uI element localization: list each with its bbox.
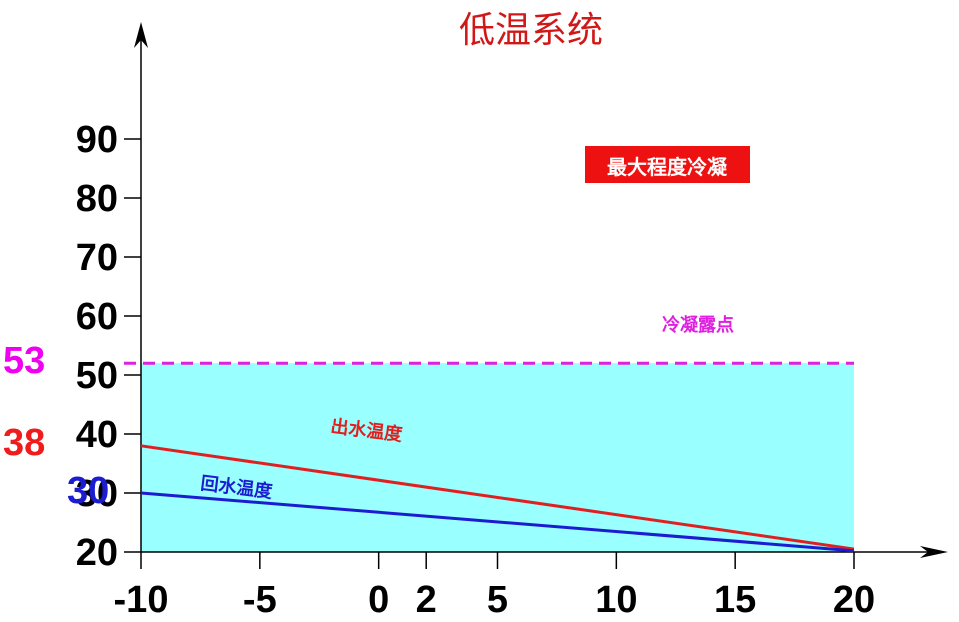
x-tick-label: 20: [833, 579, 875, 621]
highlight-value-30: 30: [67, 470, 109, 512]
chart-title: 低温系统: [459, 10, 603, 51]
highlight-value-38: 38: [3, 422, 45, 464]
y-tick-label: 30: [76, 473, 118, 515]
y-tick-label: 80: [76, 178, 118, 220]
max-condensation-box: [585, 146, 750, 183]
y-axis-arrow: [134, 22, 148, 48]
y-tick-label: 20: [76, 532, 118, 574]
y-tick-label: 40: [76, 414, 118, 456]
x-tick-label: 15: [714, 579, 756, 621]
y-tick-labels: 20 30 40 50 60 70 80 90: [76, 119, 141, 574]
x-tick-label: -5: [243, 579, 277, 621]
x-tick-labels: -10 -5 0 2 5 10 15 20: [114, 552, 875, 621]
dew-point-label: 冷凝露点: [662, 314, 734, 336]
series-line-return: [140, 491, 855, 553]
x-axis-arrow: [920, 546, 948, 558]
x-tick-label: 2: [416, 579, 437, 621]
x-tick-label: 10: [595, 579, 637, 621]
y-tick-label: 90: [76, 119, 118, 161]
y-tick-label: 50: [76, 355, 118, 397]
x-tick-label: 5: [487, 579, 508, 621]
series-line-supply: [140, 444, 855, 551]
x-tick-label: -10: [114, 579, 169, 621]
max-condensation-label: 最大程度冷凝: [607, 155, 728, 179]
shaded-region: [141, 363, 854, 552]
axes: [134, 22, 948, 558]
y-tick-label: 60: [76, 296, 118, 338]
x-tick-label: 0: [368, 579, 389, 621]
y-tick-label: 70: [76, 237, 118, 279]
highlight-value-53: 53: [3, 340, 45, 382]
